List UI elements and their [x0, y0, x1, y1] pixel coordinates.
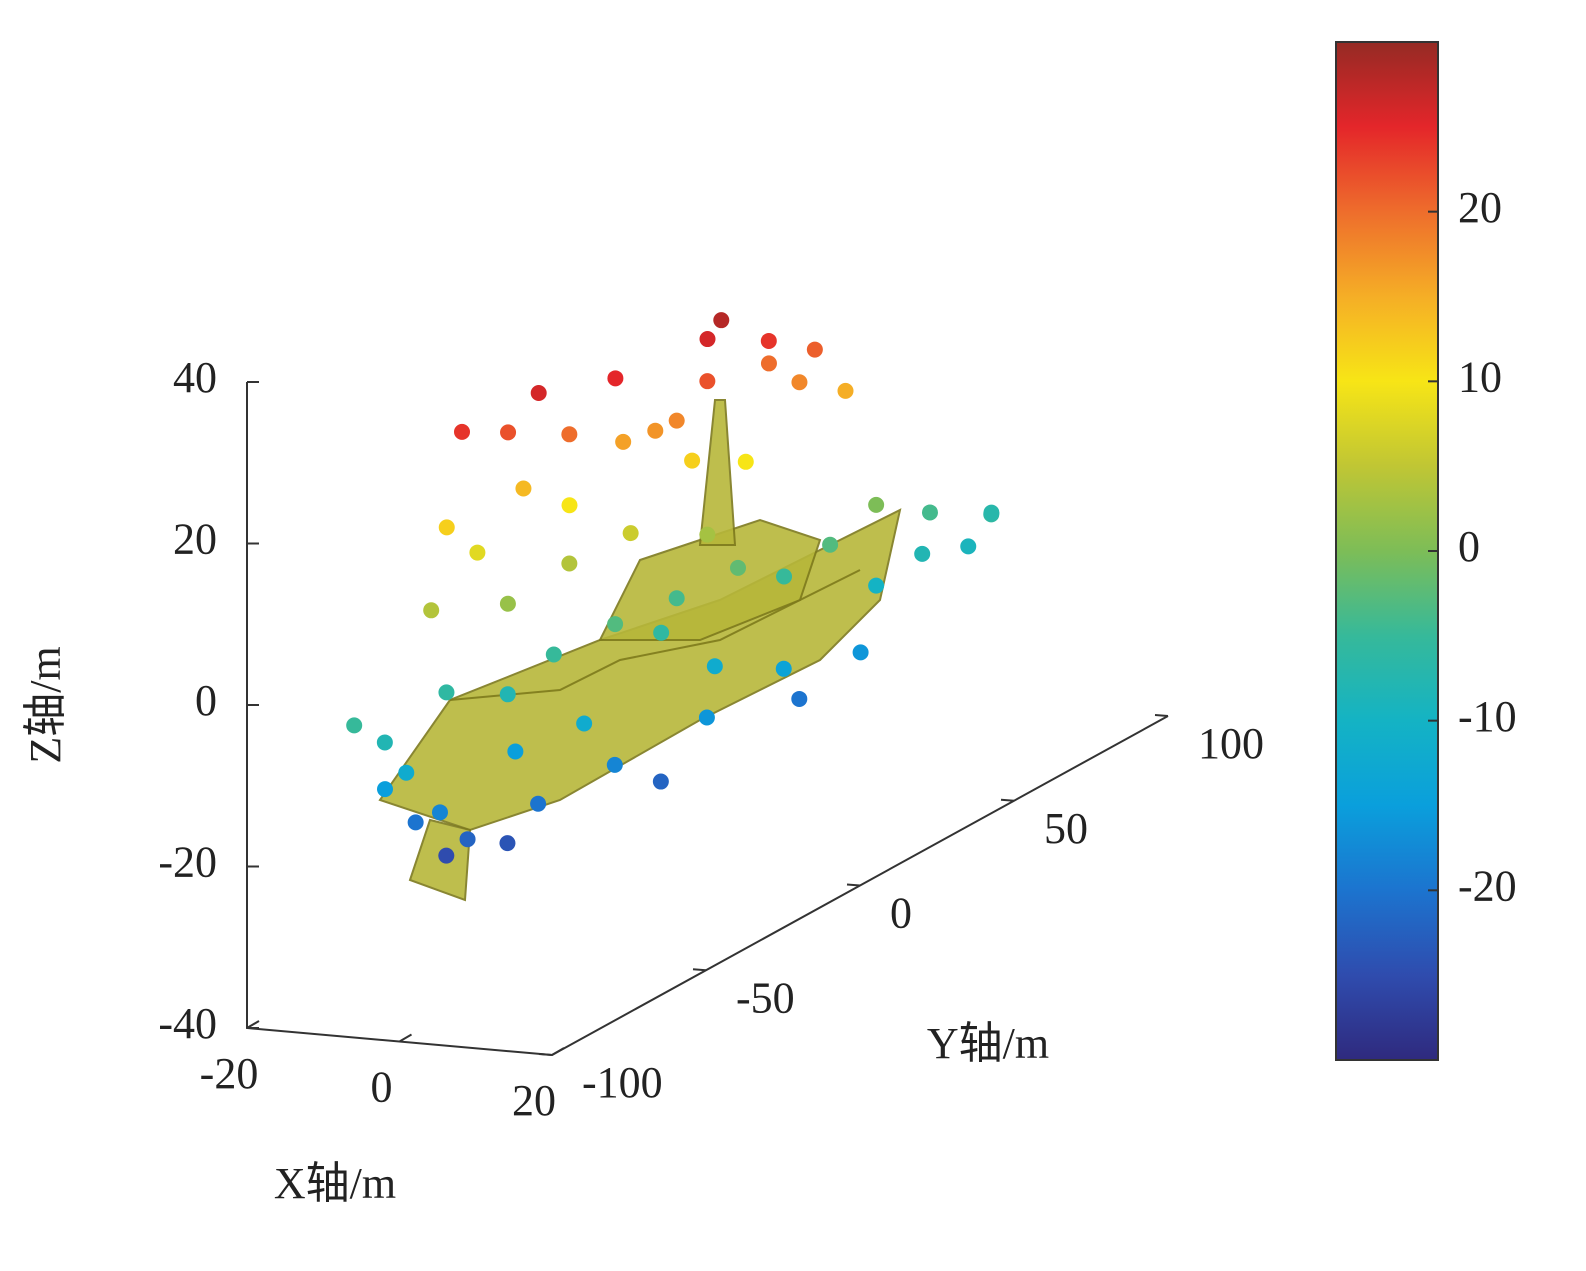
point: [438, 519, 455, 536]
point: [983, 504, 1000, 521]
point: [760, 332, 777, 349]
point: [499, 686, 516, 703]
point: [852, 644, 869, 661]
points: [346, 312, 1000, 864]
x-tick-label: -20: [200, 1049, 259, 1098]
point: [545, 646, 562, 663]
point: [775, 660, 792, 677]
x-axis-label: X轴/m: [274, 1159, 396, 1208]
point: [837, 382, 854, 399]
y-tick: [1000, 798, 1015, 802]
point: [561, 497, 578, 514]
point: [791, 374, 808, 391]
point: [431, 804, 448, 821]
point: [499, 835, 516, 852]
point: [561, 555, 578, 572]
point: [730, 559, 746, 576]
point: [469, 544, 486, 561]
point: [698, 709, 715, 726]
point: [914, 545, 931, 562]
point: [684, 452, 701, 469]
colorbar-tick-label: 20: [1458, 183, 1502, 232]
point: [346, 717, 363, 734]
point: [407, 814, 424, 831]
point: [760, 355, 777, 372]
colorbar-tick-label: -10: [1458, 692, 1517, 741]
point: [530, 795, 547, 812]
point: [652, 773, 669, 790]
point: [576, 715, 593, 732]
point: [822, 536, 839, 553]
point: [607, 616, 624, 633]
point: [776, 568, 793, 585]
y-tick-label: 100: [1198, 719, 1264, 768]
x-tick: [246, 1020, 260, 1029]
point: [653, 624, 670, 641]
point: [668, 412, 685, 429]
y-tick: [846, 883, 861, 887]
point: [868, 577, 885, 594]
colorbar-tick-label: -20: [1458, 861, 1517, 910]
point: [737, 453, 754, 470]
point: [699, 373, 716, 390]
x-tick: [551, 1047, 565, 1056]
ship-mesh: [378, 399, 902, 902]
point: [622, 525, 639, 542]
y-tick-label: -50: [736, 973, 795, 1022]
z-axis-label: Z轴/m: [21, 646, 70, 763]
point: [607, 370, 624, 387]
point: [515, 480, 532, 497]
point: [806, 341, 823, 358]
y-tick-label: -100: [582, 1058, 663, 1107]
point: [530, 384, 547, 401]
z-tick-label: -40: [158, 999, 217, 1048]
point: [668, 590, 685, 607]
colorbar: [1335, 41, 1439, 1061]
z-tick-label: 0: [195, 676, 217, 725]
colorbar-tick-label: 0: [1458, 522, 1480, 571]
colorbar-tick-label: 10: [1458, 352, 1502, 401]
point: [454, 423, 470, 440]
point: [398, 764, 415, 781]
y-tick-label: 0: [890, 889, 912, 938]
point: [960, 538, 977, 555]
point: [921, 504, 938, 521]
point: [377, 781, 393, 798]
point: [647, 422, 664, 439]
x-tick: [398, 1033, 413, 1043]
x-tick-label: 0: [371, 1063, 393, 1112]
point: [438, 684, 455, 701]
point: [615, 433, 632, 450]
point: [499, 595, 516, 612]
point: [791, 690, 808, 707]
point: [706, 658, 723, 675]
point: [699, 331, 716, 348]
point: [561, 426, 578, 443]
z-tick-label: -20: [158, 838, 217, 887]
y-tick-label: 50: [1044, 804, 1088, 853]
point: [438, 847, 455, 864]
point: [699, 526, 716, 543]
point: [376, 734, 393, 751]
y-axis-label: Y轴/m: [927, 1019, 1049, 1068]
point: [500, 424, 517, 441]
point: [507, 743, 524, 760]
point: [423, 602, 440, 619]
point: [459, 831, 476, 848]
x-tick-label: 20: [512, 1076, 556, 1125]
y-tick: [692, 968, 707, 972]
point: [868, 496, 885, 513]
z-tick-label: 40: [173, 353, 217, 402]
y-tick: [538, 1053, 553, 1056]
point: [606, 756, 623, 773]
point: [713, 312, 730, 329]
y-tick: [1154, 714, 1169, 717]
z-tick-label: 20: [173, 515, 217, 564]
